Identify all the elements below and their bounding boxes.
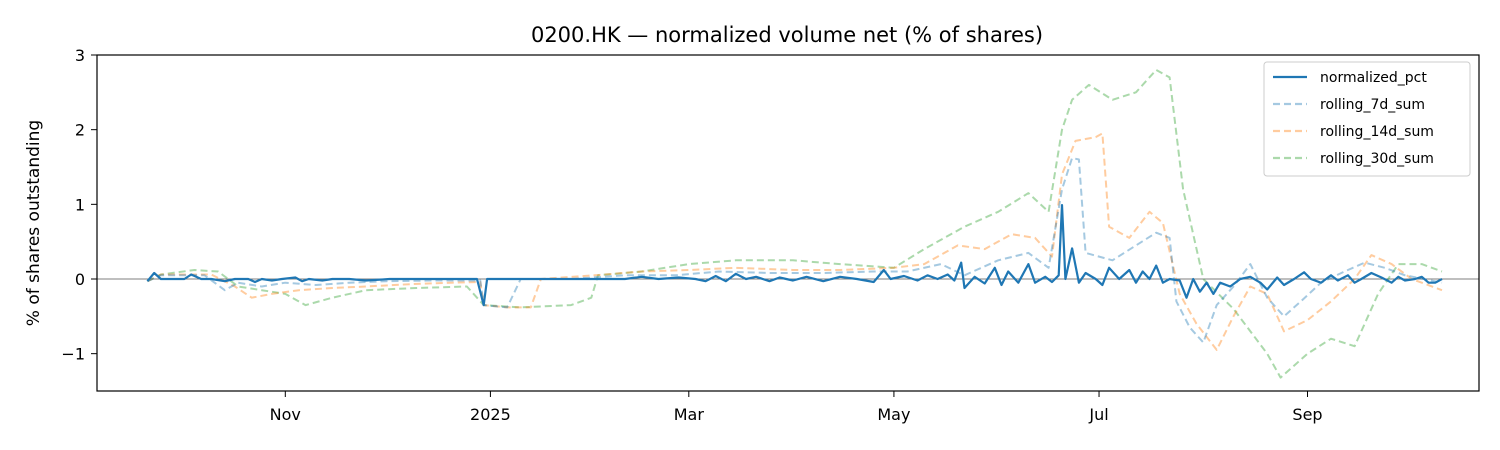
y-tick-label: 3 (75, 46, 85, 65)
series-line-normalized-pct (146, 204, 1443, 307)
ticks-layer: Nov 2025 Mar May Jul Sep −1 0 1 2 3 (61, 46, 1322, 424)
chart-title: 0200.HK — normalized volume net (% of sh… (531, 23, 1043, 47)
series-line-rolling-14d-sum (146, 132, 1443, 351)
legend-label-rolling-7d-sum: rolling_7d_sum (1320, 97, 1425, 113)
series-line-rolling-30d-sum (146, 68, 1443, 379)
y-tick-label: −1 (61, 345, 85, 364)
x-tick-label: 2025 (470, 405, 511, 424)
legend-box (1263, 61, 1471, 177)
x-tick-label: Nov (270, 405, 301, 424)
x-tick-label: May (877, 405, 910, 424)
y-tick-label: 0 (75, 270, 85, 289)
legend-label-rolling-14d-sum: rolling_14d_sum (1320, 124, 1434, 140)
y-tick-label: 2 (75, 121, 85, 140)
x-tick-label: Mar (674, 405, 705, 424)
plot-frame (96, 54, 1480, 392)
x-tick-label: Jul (1088, 405, 1108, 424)
x-tick-label: Sep (1292, 405, 1322, 424)
y-tick-label: 1 (75, 195, 85, 214)
y-axis-label: % of shares outstanding (24, 120, 44, 326)
legend-label-rolling-30d-sum: rolling_30d_sum (1320, 151, 1434, 167)
legend-label-normalized-pct: normalized_pct (1320, 70, 1427, 86)
series-layer (146, 68, 1443, 379)
legend: normalized_pct rolling_7d_sum rolling_14… (1263, 61, 1471, 177)
series-line-rolling-7d-sum (146, 157, 1443, 344)
